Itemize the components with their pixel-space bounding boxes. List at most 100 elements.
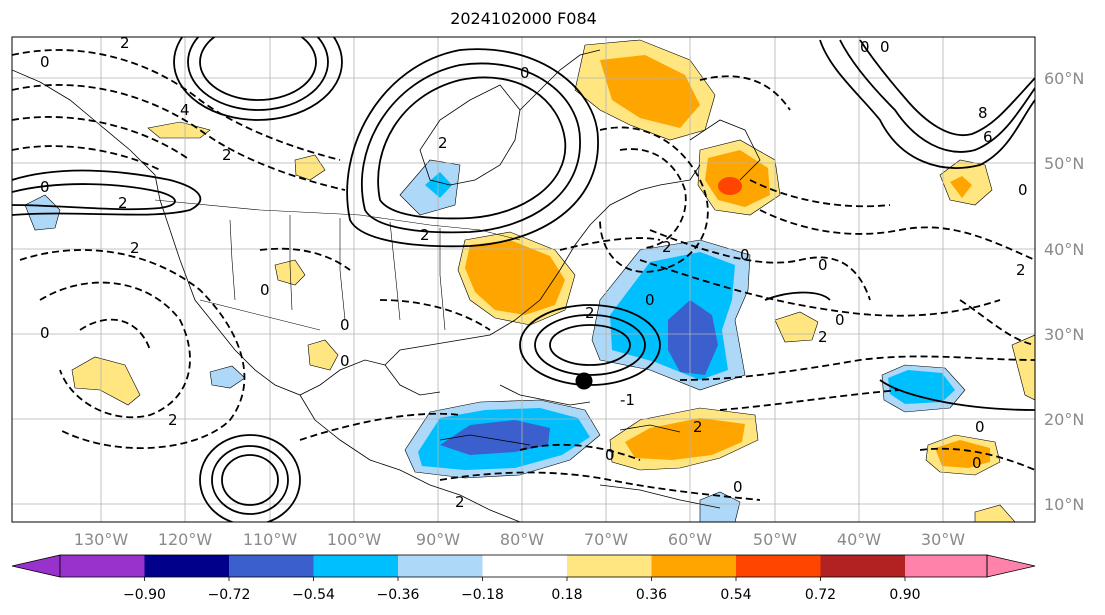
shade-yellow-bottom-right — [974, 504, 1016, 522]
contour-label: 0 — [860, 38, 870, 56]
contour-label: 2 — [130, 239, 140, 257]
shade-blue-mexico — [209, 365, 246, 389]
colorbar-tick-label: 0.54 — [720, 587, 751, 603]
lat-label: 60°N — [1044, 69, 1084, 88]
lat-label: 20°N — [1044, 410, 1084, 429]
contour-label: 2 — [222, 146, 232, 164]
colorbar-swatch — [567, 555, 652, 577]
shade-red-newfoundland — [718, 177, 742, 195]
colorbar-swatch — [482, 555, 567, 577]
contour-label: 2 — [818, 328, 828, 346]
lon-label: 50°W — [753, 530, 797, 549]
colorbar-swatch — [736, 555, 821, 577]
political-borders — [154, 199, 521, 331]
contour-label: 2 — [420, 226, 430, 244]
contour-label: -1 — [620, 391, 635, 409]
longitude-labels: 130°W 120°W 110°W 100°W 90°W 80°W 70°W 6… — [74, 530, 965, 549]
shade-orange-newfoundland-core — [705, 150, 770, 207]
map-frame — [11, 36, 1036, 523]
colorbar-swatch — [144, 555, 229, 577]
contour-label: 2 — [118, 194, 128, 212]
colorbar-low-extend — [11, 554, 61, 578]
shade-yellow-quebec — [294, 154, 326, 181]
lon-label: 110°W — [243, 530, 298, 549]
shade-yellow-mid-atl — [774, 311, 819, 343]
contour-label: 8 — [978, 104, 988, 122]
lon-label: 90°W — [416, 530, 460, 549]
shade-orange-labrador-core — [600, 55, 700, 128]
colorbar-swatch — [820, 555, 905, 577]
colorbar: −0.90 −0.72 −0.54 −0.36 −0.18 0.18 0.36 … — [11, 554, 1036, 603]
contour-label: 2 — [662, 238, 672, 256]
figure-title: 2024102000 F084 — [450, 9, 597, 28]
contour-label: 0 — [40, 178, 50, 196]
contour-label: 0 — [740, 246, 750, 264]
shade-orange-ne-atl — [950, 176, 972, 198]
contours-negative — [12, 49, 1035, 501]
contour-label: 0 — [40, 324, 50, 342]
shade-yellow-east-edge — [1011, 334, 1035, 401]
lat-label: 50°N — [1044, 154, 1084, 173]
shaded-fields — [24, 39, 1035, 522]
lon-label: 70°W — [584, 530, 628, 549]
colorbar-swatch — [398, 555, 483, 577]
colorbar-tick-label: 0.90 — [889, 587, 920, 603]
colorbar-tick-label: −0.72 — [208, 587, 251, 603]
shade-blue-pacific-nw — [24, 194, 61, 231]
contour-label: 2 — [455, 493, 465, 511]
colorbar-swatch — [60, 555, 145, 577]
lon-label: 60°W — [668, 530, 712, 549]
contour-labels: 0 2 4 2 0 2 0 2 0 2 2 0 0 0 2 2 0 0 2 0 … — [40, 37, 1028, 511]
shade-blue-south-atl — [699, 491, 741, 522]
lon-label: 120°W — [158, 530, 213, 549]
contour-label: 0 — [260, 281, 270, 299]
shade-orange-caribbean-core — [625, 418, 745, 460]
contour-label: 0 — [340, 352, 350, 370]
coastlines — [12, 49, 761, 522]
contours-positive — [12, 37, 1035, 522]
colorbar-swatch — [229, 555, 314, 577]
colorbar-tick-label: 0.36 — [636, 587, 667, 603]
storm-center-dot — [575, 372, 593, 390]
contour-label: 0 — [605, 446, 615, 464]
contour-label: 0 — [835, 311, 845, 329]
contour-label: 0 — [340, 316, 350, 334]
colorbar-swatch — [651, 555, 736, 577]
contour-label: 0 — [880, 38, 890, 56]
colorbar-tick-label: 0.18 — [551, 587, 582, 603]
colorbar-tick-label: −0.90 — [123, 587, 166, 603]
lon-label: 80°W — [500, 530, 544, 549]
map-content: 0 2 4 2 0 2 0 2 0 2 2 0 0 0 2 2 0 0 2 0 … — [12, 37, 1035, 522]
contour-label: 2 — [1016, 261, 1026, 279]
colorbar-tick-label: −0.18 — [461, 587, 504, 603]
lat-label: 30°N — [1044, 325, 1084, 344]
shade-blue-atlantic-core — [668, 300, 718, 375]
contour-label: 0 — [40, 53, 50, 71]
shade-yellow-gulf — [307, 339, 339, 371]
shade-blue-caribbean-core — [440, 420, 550, 455]
contour-label: 2 — [585, 304, 595, 322]
lon-label: 40°W — [837, 530, 881, 549]
lon-label: 100°W — [327, 530, 382, 549]
contour-label: 0 — [645, 291, 655, 309]
shade-orange-east-atl-core — [935, 440, 990, 468]
contour-label: 2 — [168, 411, 178, 429]
contour-label: 4 — [180, 101, 190, 119]
lon-label: 30°W — [921, 530, 965, 549]
contour-label: 0 — [1018, 181, 1028, 199]
contour-label: 0 — [818, 256, 828, 274]
colorbar-tick-label: 0.72 — [805, 587, 836, 603]
contour-label: 0 — [972, 454, 982, 472]
colorbar-swatch — [313, 555, 398, 577]
shade-yellow-pac-sw — [71, 356, 141, 406]
colorbar-tick-label: −0.54 — [292, 587, 335, 603]
contour-label: 0 — [520, 64, 530, 82]
colorbar-swatch — [905, 555, 987, 577]
contour-label: 2 — [438, 134, 448, 152]
colorbar-frame — [59, 554, 988, 578]
colorbar-high-extend — [986, 554, 1036, 578]
lat-label: 40°N — [1044, 240, 1084, 259]
latitude-labels: 60°N 50°N 40°N 30°N 20°N 10°N — [1044, 69, 1084, 514]
lon-label: 130°W — [74, 530, 129, 549]
